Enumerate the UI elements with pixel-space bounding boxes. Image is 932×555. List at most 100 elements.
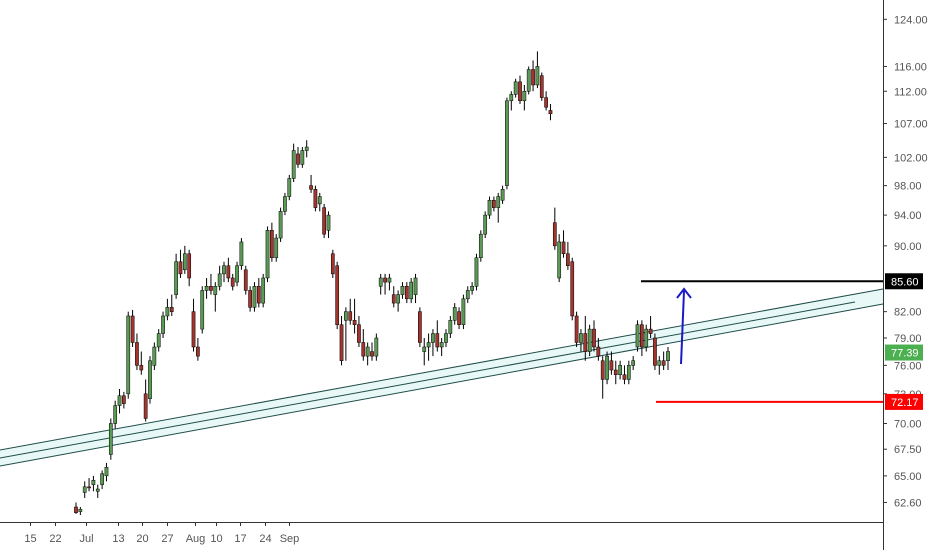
candle-body	[492, 199, 496, 208]
candle-body	[435, 333, 440, 348]
candle-body	[592, 328, 596, 348]
x-tick-label: 20	[136, 533, 148, 545]
candle-body	[574, 315, 579, 343]
candle-body	[139, 365, 144, 371]
candle-body	[513, 81, 518, 95]
candle-body	[496, 196, 501, 208]
candle-body	[291, 150, 296, 179]
x-tick-label: 15	[24, 533, 36, 545]
x-tick-label: 22	[49, 533, 61, 545]
y-tick-label: 98.00	[894, 181, 922, 193]
candle-body	[378, 277, 383, 287]
candle-body	[348, 311, 353, 321]
candle-body	[418, 311, 422, 343]
candle-body	[648, 328, 653, 334]
candle-body	[256, 285, 261, 304]
time-axis-panel	[0, 522, 883, 550]
candle-body	[457, 311, 461, 325]
candle-body	[100, 473, 104, 485]
candle-body	[148, 360, 152, 399]
candle-body	[352, 320, 357, 325]
candle-body	[587, 328, 592, 352]
candle-body	[644, 328, 649, 348]
candle-body	[570, 261, 575, 317]
candle-body	[618, 365, 622, 375]
candle-body	[487, 199, 492, 216]
candle-body	[474, 257, 479, 287]
candle-body	[117, 395, 122, 406]
candle-body	[230, 277, 235, 287]
candle-body	[626, 365, 631, 380]
candle-body	[283, 196, 287, 212]
candle-body	[82, 486, 87, 493]
candle-body	[91, 479, 96, 485]
candle-body	[431, 333, 435, 343]
y-tick-label: 112.00	[894, 86, 927, 98]
projection-arrow	[680, 290, 685, 365]
price-label: 72.17	[891, 397, 919, 409]
y-tick-label: 124.00	[894, 14, 928, 26]
y-tick-label: 107.00	[894, 119, 928, 131]
candle-body	[605, 355, 609, 380]
candle-body	[526, 69, 531, 92]
candle-body	[383, 277, 387, 283]
candle-body	[657, 360, 662, 366]
candle-body	[165, 307, 170, 317]
price-label: 85.60	[891, 276, 919, 288]
candle-body	[122, 395, 126, 404]
candle-body	[243, 269, 248, 291]
y-tick-label: 94.00	[894, 210, 922, 222]
candle-body	[265, 230, 270, 279]
candle-body	[113, 405, 118, 424]
candle-body	[174, 261, 178, 295]
candle-body	[74, 506, 78, 513]
candle-body	[566, 253, 570, 267]
candle-body	[500, 189, 505, 201]
price-label-box	[885, 393, 923, 410]
candle-body	[304, 146, 309, 151]
candle-body	[666, 351, 670, 361]
candle-body	[326, 214, 331, 231]
candle-body	[505, 100, 509, 186]
candle-body	[135, 342, 139, 366]
candle-body	[217, 273, 222, 287]
x-tick-label: Aug	[186, 533, 206, 545]
candle-body	[317, 196, 322, 205]
candle-body	[191, 311, 196, 348]
candle-body	[156, 333, 161, 348]
candle-body	[126, 315, 131, 395]
candle-body	[143, 393, 148, 419]
candle-body	[661, 360, 666, 366]
candle-body	[344, 311, 348, 321]
y-tick-label: 67.50	[894, 444, 922, 456]
candle-body	[535, 66, 540, 86]
candle-body	[261, 277, 266, 304]
candle-body	[579, 333, 583, 343]
candle-body	[539, 75, 544, 98]
candle-body	[335, 265, 340, 325]
y-tick-label: 116.00	[894, 61, 927, 73]
candle-body	[365, 346, 370, 357]
candle-body	[161, 315, 165, 334]
x-tick-label: 13	[112, 533, 124, 545]
candle-body	[613, 369, 618, 375]
candle-body	[235, 265, 239, 283]
candle-body	[404, 285, 409, 300]
x-tick-label: Jul	[79, 533, 93, 545]
y-tick-label: 102.00	[894, 152, 928, 164]
price-label: 77.39	[891, 348, 919, 360]
candle-body	[330, 253, 335, 275]
candle-body	[239, 241, 244, 267]
candle-body	[222, 265, 226, 275]
candle-body	[213, 285, 218, 295]
candle-body	[374, 337, 379, 357]
y-tick-label: 90.00	[894, 241, 922, 253]
x-tick-label: 10	[210, 533, 222, 545]
channel-upper-line	[0, 288, 884, 451]
candle-body	[152, 346, 157, 366]
y-tick-label: 70.00	[894, 418, 922, 430]
candle-body	[209, 285, 213, 291]
y-tick-label: 65.00	[894, 471, 922, 483]
